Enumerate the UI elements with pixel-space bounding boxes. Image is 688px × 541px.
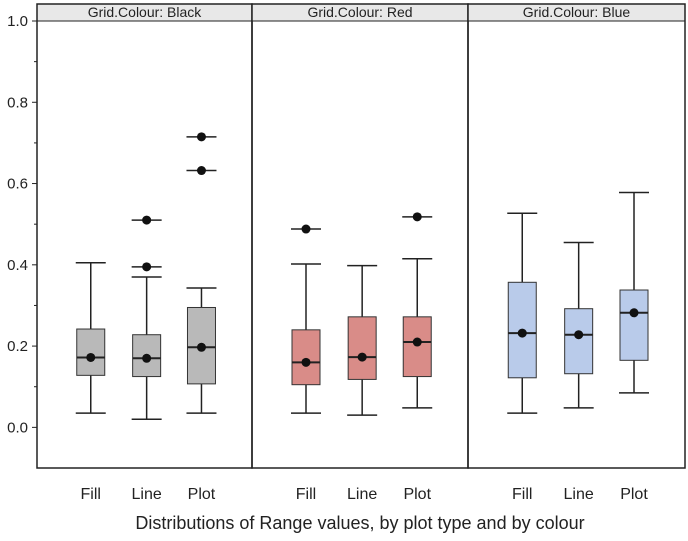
box-fill: Fill xyxy=(291,224,321,503)
x-tick-label: Plot xyxy=(403,486,431,503)
mean-point xyxy=(86,352,96,362)
mean-point xyxy=(357,352,367,362)
outlier-point xyxy=(142,215,152,225)
panel-strip-label: Grid.Colour: Red xyxy=(307,4,412,20)
panel-2: Grid.Colour: Red Fill Line Plot xyxy=(251,3,469,503)
y-tick-label-1: 0.2 xyxy=(7,338,28,355)
box-line: Line xyxy=(347,264,377,503)
x-tick-label: Fill xyxy=(512,486,532,503)
x-tick-label: Plot xyxy=(620,486,648,503)
y-tick-label-2: 0.4 xyxy=(7,257,28,274)
x-axis-title: Distributions of Range values, by plot t… xyxy=(135,513,584,533)
iqr-box xyxy=(619,289,649,361)
outlier-point xyxy=(412,212,422,222)
mean-point xyxy=(412,337,422,347)
mean-point xyxy=(142,353,152,363)
panel-strip-label: Grid.Colour: Blue xyxy=(523,4,631,20)
iqr-box xyxy=(564,308,594,375)
box-plot: Plot xyxy=(402,212,433,503)
x-tick-label: Fill xyxy=(296,486,316,503)
iqr-box xyxy=(402,316,432,378)
mean-point xyxy=(574,330,584,340)
box-plot: Plot xyxy=(619,191,650,503)
mean-point xyxy=(517,328,527,338)
panel-3: Grid.Colour: Blue Fill Line Plot xyxy=(467,3,686,503)
mean-point xyxy=(301,357,311,367)
y-tick-label-3: 0.6 xyxy=(7,176,28,193)
iqr-box xyxy=(347,316,377,380)
panel-strip-label: Grid.Colour: Black xyxy=(88,4,203,20)
y-tick-label-5: 1.0 xyxy=(7,13,28,30)
outlier-point xyxy=(301,224,311,234)
x-tick-label: Line xyxy=(132,486,162,503)
y-tick-label-0: 0.0 xyxy=(7,419,28,436)
y-axis: 0.0 0.2 0.4 0.6 0.8 1.0 xyxy=(7,13,37,436)
mean-point xyxy=(196,342,206,352)
x-tick-label: Fill xyxy=(81,486,101,503)
mean-point xyxy=(629,308,639,318)
box-line: Line xyxy=(132,215,162,503)
outlier-point xyxy=(142,262,152,272)
panel-frame xyxy=(36,3,253,469)
box-plot: Plot xyxy=(186,132,217,503)
iqr-box xyxy=(291,329,321,386)
outlier-point xyxy=(196,166,206,176)
panel-1: Grid.Colour: Black Fill Line Plot xyxy=(36,3,253,503)
y-tick-label-4: 0.8 xyxy=(7,94,28,111)
x-tick-label: Line xyxy=(564,486,594,503)
box-fill: Fill xyxy=(507,212,538,503)
panel-frame xyxy=(251,3,469,469)
outlier-point xyxy=(196,132,206,142)
panel-frame xyxy=(467,3,686,469)
box-fill: Fill xyxy=(75,262,106,503)
iqr-box xyxy=(76,328,106,376)
x-tick-label: Plot xyxy=(188,486,216,503)
box-line: Line xyxy=(564,241,594,503)
x-tick-label: Line xyxy=(347,486,377,503)
